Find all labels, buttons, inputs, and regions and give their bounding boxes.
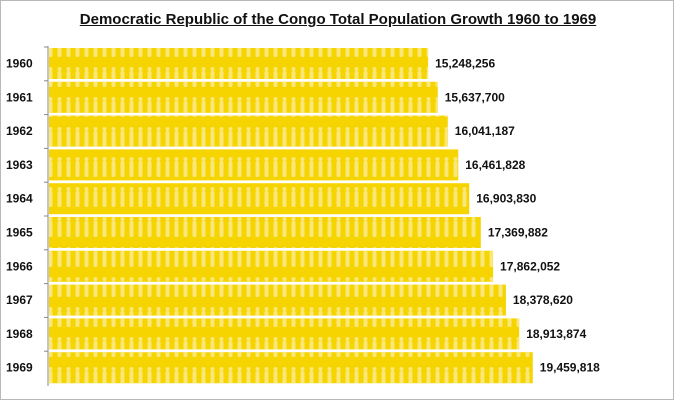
category-label: 1967 xyxy=(6,293,33,307)
category-label: 1962 xyxy=(6,124,33,138)
value-label: 18,913,874 xyxy=(526,327,586,341)
value-label: 17,369,882 xyxy=(488,226,548,240)
bar-pattern xyxy=(49,81,438,113)
value-label: 16,461,828 xyxy=(465,158,525,172)
bar-pattern xyxy=(49,284,506,316)
value-label: 15,248,256 xyxy=(435,57,495,71)
category-label: 1961 xyxy=(6,90,33,104)
value-label: 18,378,620 xyxy=(513,293,573,307)
value-label: 19,459,818 xyxy=(540,361,600,375)
category-label: 1960 xyxy=(6,57,33,71)
bar-pattern xyxy=(49,250,494,282)
bar-pattern xyxy=(49,183,470,215)
value-label: 16,041,187 xyxy=(455,124,515,138)
bar-pattern xyxy=(49,48,429,79)
value-label: 17,862,052 xyxy=(500,259,560,273)
value-label: 15,637,700 xyxy=(445,90,505,104)
category-label: 1965 xyxy=(6,226,33,240)
category-label: 1964 xyxy=(6,192,33,206)
bar-pattern xyxy=(49,149,459,181)
category-label: 1966 xyxy=(6,259,33,273)
category-label: 1968 xyxy=(6,327,33,341)
bar-pattern xyxy=(49,352,533,384)
category-label: 1969 xyxy=(6,361,33,375)
bar-pattern xyxy=(49,115,448,147)
category-label: 1963 xyxy=(6,158,33,172)
chart-title: Democratic Republic of the Congo Total P… xyxy=(79,11,597,28)
bar-pattern xyxy=(49,318,520,350)
bar-pattern xyxy=(49,217,481,248)
value-label: 16,903,830 xyxy=(476,192,536,206)
